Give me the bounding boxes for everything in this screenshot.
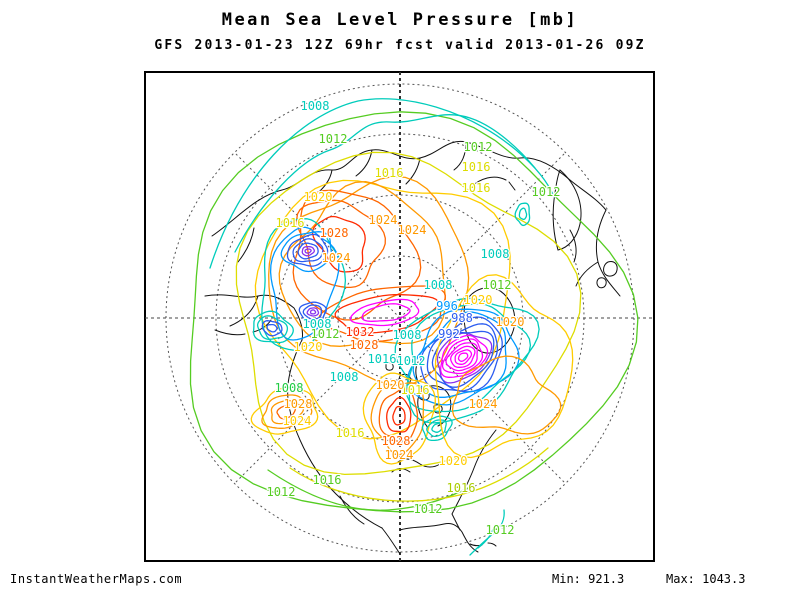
contour-label: 1020 [304,190,333,204]
max-label: Max: [666,572,703,586]
contour-label: 1028 [350,338,379,352]
contour-label: 1028 [382,434,411,448]
contour-label: 1016 [462,181,491,195]
contour-label: 1016 [368,352,397,366]
contour-label: 1012 [319,132,348,146]
contour-label: 1012 [414,502,443,516]
contour-label: 1024 [283,414,312,428]
site-name: InstantWeatherMaps.com [10,572,183,586]
page-title: Mean Sea Level Pressure [mb] [221,10,579,30]
contour-label: 1012 [397,354,426,368]
contour-label: 1008 [330,370,359,384]
min-label: Min: [552,572,589,586]
contour-label: 1012 [483,278,512,292]
contour-label: 1008 [303,317,332,331]
contour-label: 1012 [267,485,296,499]
min-value: 921.3 [588,572,625,586]
pressure-contours [189,98,639,556]
contour-label: 1020 [464,293,493,307]
contour-label: 1028 [284,397,313,411]
max-value: 1043.3 [702,572,746,586]
contour-label: 1024 [322,251,351,265]
contour-label: 1016 [336,426,365,440]
contour-label: 992 [438,327,460,341]
contour-label: 1016 [276,216,305,230]
contour-label: 1016 [313,473,342,487]
contour-label: 1020 [439,454,468,468]
min-pressure: Min: 921.3 [552,572,624,586]
contour-label: 1008 [424,278,453,292]
contour-label: 988 [451,311,473,325]
contour-label: 1012 [311,327,340,341]
contour-label: 1024 [385,448,414,462]
contour-label: 1020 [376,378,405,392]
contour-label: 1032 [346,325,375,339]
contour-label: 1016 [375,166,404,180]
contour-label: 1016 [462,160,491,174]
contour-label: 1020 [294,340,323,354]
contour-label: 1024 [469,397,498,411]
contour-label: 1016 [447,481,476,495]
contour-label: 1020 [496,315,525,329]
contour-label: 1012 [532,185,561,199]
contour-label: 1024 [398,223,427,237]
contour-label: 996 [436,299,458,313]
contour-label: 1028 [320,226,349,240]
contour-label: 1016 [401,383,430,397]
contour-label: 1024 [369,213,398,227]
contour-label: 1008 [301,99,330,113]
page-subtitle: GFS 2013-01-23 12Z 69hr fcst valid 2013-… [154,38,646,53]
latitude-longitude-grid [145,72,654,561]
contour-label: 1008 [481,247,510,261]
contour-label: 1012 [486,523,515,537]
contour-label: 1008 [275,381,304,395]
contour-label: 1008 [393,328,422,342]
max-pressure: Max: 1043.3 [666,572,745,586]
contour-label: 1012 [464,140,493,154]
